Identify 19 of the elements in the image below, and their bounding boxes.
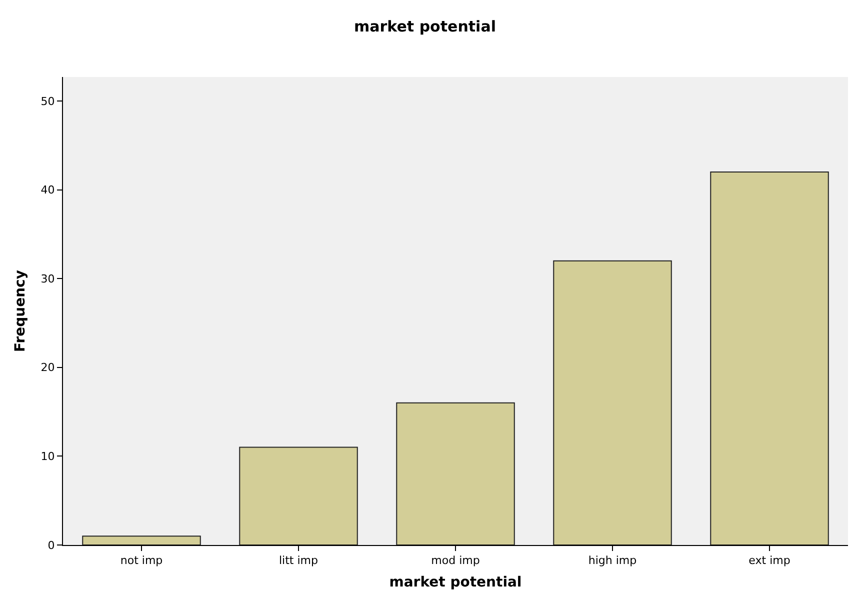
y-tick-label: 30 xyxy=(40,272,55,286)
bar xyxy=(239,446,358,545)
x-tick-label: high imp xyxy=(588,554,637,568)
chart-title: market potential xyxy=(354,18,496,36)
bar xyxy=(553,260,672,545)
x-tick-label: litt imp xyxy=(279,554,318,568)
x-tick-label: mod imp xyxy=(431,554,480,568)
y-tick-label: 0 xyxy=(48,538,55,552)
bar xyxy=(396,402,515,545)
bar xyxy=(710,172,829,545)
x-axis-title: market potential xyxy=(389,574,522,590)
y-axis-title: Frequency xyxy=(12,270,28,352)
y-tick-label: 10 xyxy=(40,450,55,464)
x-tick-label: not imp xyxy=(120,554,163,568)
y-tick-label: 50 xyxy=(40,94,55,108)
y-tick-label: 20 xyxy=(40,361,55,374)
x-tick-label: ext imp xyxy=(748,554,790,568)
y-tick-label: 40 xyxy=(40,184,55,197)
bar xyxy=(82,536,201,545)
